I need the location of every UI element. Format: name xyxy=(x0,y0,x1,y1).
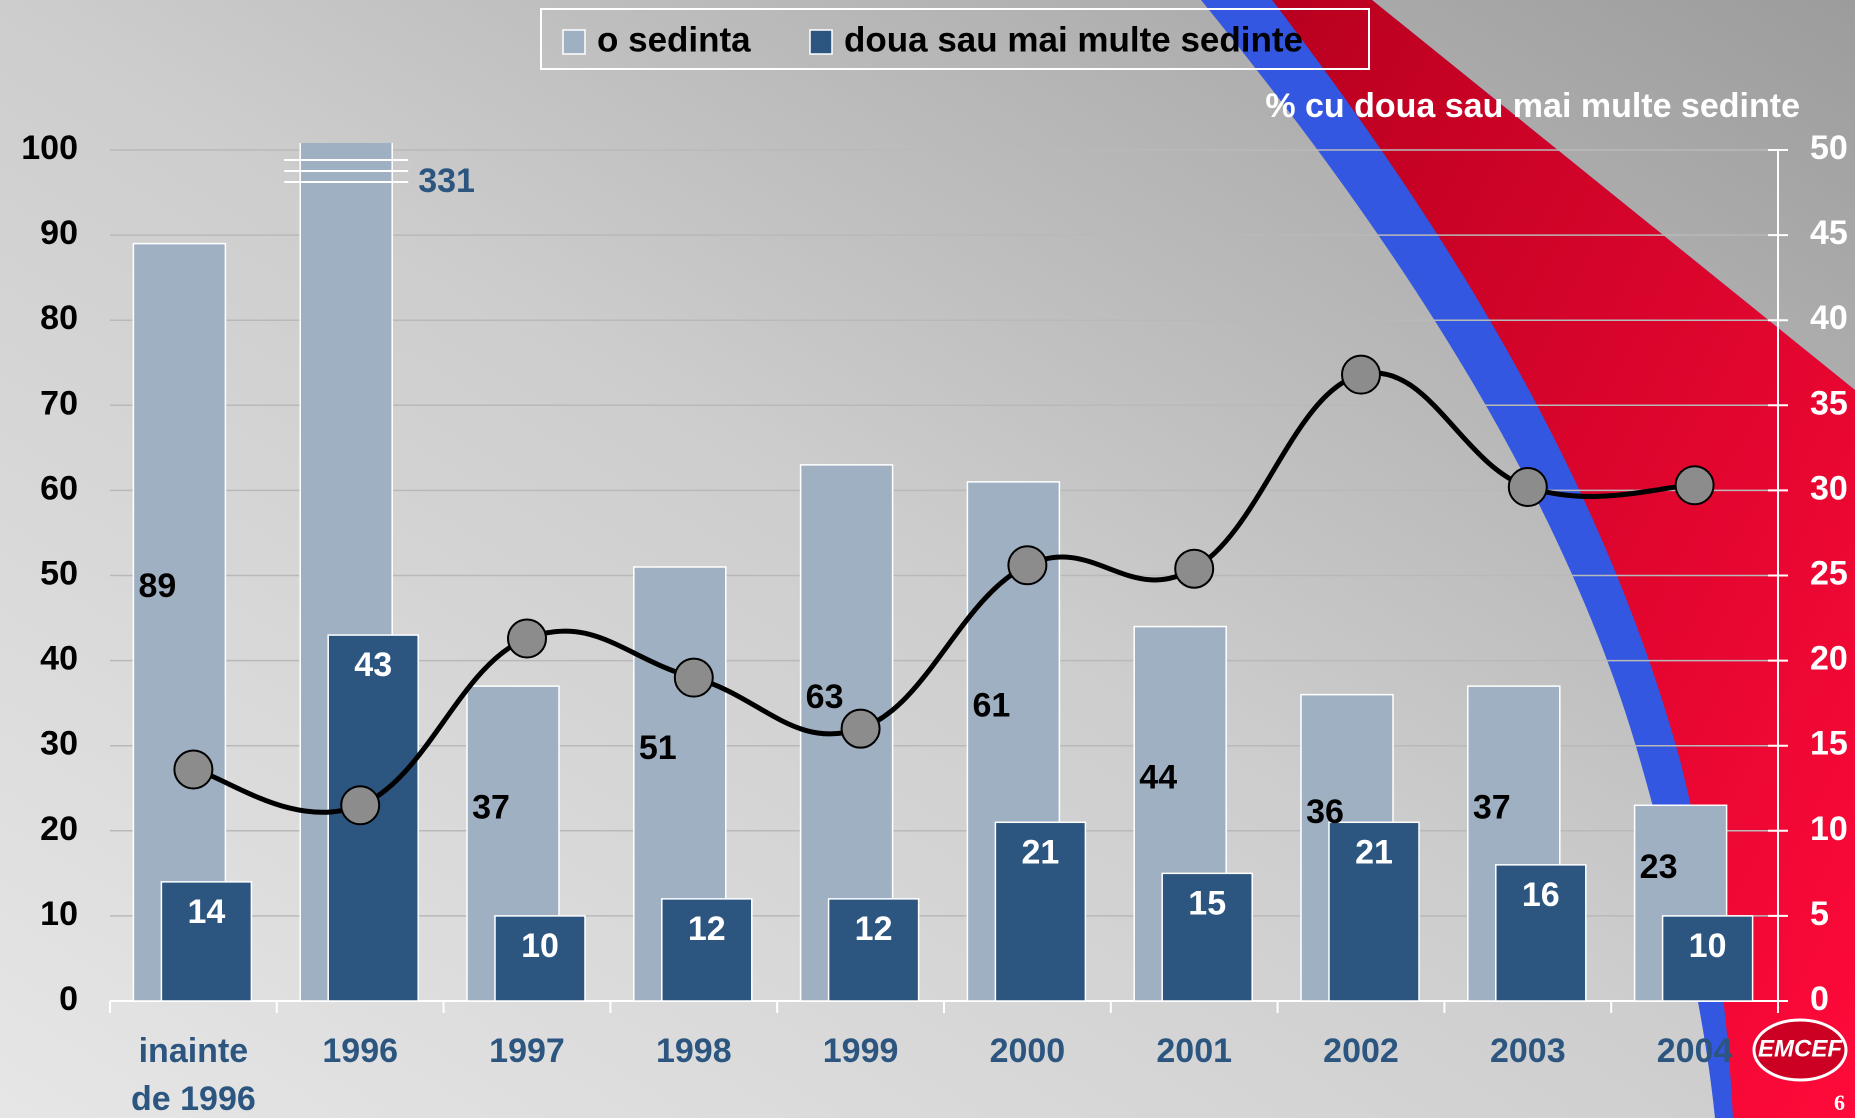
page-number: 6 xyxy=(1834,1090,1845,1115)
logo: EMCEF xyxy=(1758,1035,1843,1062)
data-label: 10 xyxy=(521,927,559,965)
x-tick-label: 2003 xyxy=(1490,1032,1566,1070)
data-label: 63 xyxy=(806,678,844,716)
x-tick-label: 2001 xyxy=(1156,1032,1232,1070)
y-tick-label: 30 xyxy=(40,725,78,763)
data-label: 14 xyxy=(187,893,225,931)
y2-tick-label: 50 xyxy=(1810,129,1848,167)
line-marker xyxy=(673,657,714,698)
y-tick-label: 100 xyxy=(21,129,78,167)
data-label: 12 xyxy=(688,910,726,948)
y-tick-label: 0 xyxy=(59,980,78,1018)
legend-swatch xyxy=(562,29,586,55)
x-tick-label: 1998 xyxy=(656,1032,732,1070)
data-label: 15 xyxy=(1188,884,1226,922)
bar xyxy=(661,898,753,1002)
bar xyxy=(994,821,1087,1002)
y2-tick-label: 35 xyxy=(1810,384,1848,422)
data-label: 51 xyxy=(639,729,677,767)
plot: 0 10 20 30 40 50 60 70 80 90 100 0 5 10 15 20 25 30 35 40 45… xyxy=(21,129,1848,1118)
bar xyxy=(132,242,227,1002)
y2-tick-label: 20 xyxy=(1810,640,1848,678)
y-tick-label: 40 xyxy=(40,640,78,678)
bar xyxy=(1661,915,1754,1002)
line-marker xyxy=(1674,465,1715,506)
y2-tick-label: 45 xyxy=(1810,214,1848,252)
bar xyxy=(1161,872,1253,1002)
bar xyxy=(494,915,586,1002)
y2-tick-label: 0 xyxy=(1810,980,1829,1018)
data-label: 21 xyxy=(1355,833,1393,871)
y2-tick-label: 30 xyxy=(1810,469,1848,507)
y2-tick-label: 25 xyxy=(1810,554,1848,592)
y-tick-label: 80 xyxy=(40,299,78,337)
line-marker xyxy=(1007,545,1048,586)
data-label: 23 xyxy=(1640,848,1678,886)
bar xyxy=(827,898,920,1002)
line-marker xyxy=(1507,466,1548,507)
x-tick-label: 1996 xyxy=(322,1032,398,1070)
data-label: 89 xyxy=(138,567,176,605)
data-label: 61 xyxy=(972,686,1010,724)
data-label: 44 xyxy=(1139,759,1177,797)
bar xyxy=(160,881,253,1002)
y2-tick-label: 15 xyxy=(1810,725,1848,763)
logo-shape xyxy=(1752,1018,1848,1082)
bar xyxy=(1328,821,1420,1002)
y-tick-label: 20 xyxy=(40,810,78,848)
x-tick-label: 2002 xyxy=(1323,1032,1399,1070)
x-tick-label: 2000 xyxy=(990,1032,1066,1070)
data-label: 16 xyxy=(1522,876,1560,914)
line-marker xyxy=(340,785,381,826)
x-tick-label: 1997 xyxy=(489,1032,565,1070)
y-tick-label: 50 xyxy=(40,554,78,592)
legend-label: doua sau mai multe sedinte xyxy=(844,20,1303,59)
bar xyxy=(1495,864,1587,1002)
data-label: 331 xyxy=(418,162,475,200)
y-tick-label: 10 xyxy=(40,895,78,933)
y2-axis-title: % cu doua sau mai multe sedinte xyxy=(1265,87,1800,125)
data-label: 37 xyxy=(1473,789,1511,827)
y2-tick-label: 5 xyxy=(1810,895,1829,933)
bars xyxy=(132,143,1754,1002)
line xyxy=(192,370,1695,815)
line-marker xyxy=(1174,548,1215,589)
line-marker xyxy=(507,618,547,659)
line-marker xyxy=(840,708,881,749)
y-tick-label: 70 xyxy=(40,384,78,422)
x-tick-label: 1999 xyxy=(823,1032,899,1070)
data-label: 37 xyxy=(472,789,510,827)
legend-swatch xyxy=(809,29,833,55)
y2-tick-label: 10 xyxy=(1810,810,1848,848)
x-tick-label: 2004 xyxy=(1657,1032,1733,1070)
data-label: 21 xyxy=(1021,833,1059,871)
y-tick-label: 60 xyxy=(40,469,78,507)
line-marker xyxy=(1341,354,1381,395)
y2-tick-label: 40 xyxy=(1810,299,1848,337)
x-tick-label: inainte de 1996 xyxy=(131,1032,256,1118)
y-tick-label: 90 xyxy=(40,214,78,252)
legend-label: o sedinta xyxy=(597,20,751,59)
legend-box xyxy=(540,8,1370,70)
data-label: 36 xyxy=(1306,793,1344,831)
data-label: 43 xyxy=(354,646,392,684)
line-marker xyxy=(173,749,214,790)
data-label: 10 xyxy=(1689,927,1727,965)
data-label: 12 xyxy=(855,910,893,948)
